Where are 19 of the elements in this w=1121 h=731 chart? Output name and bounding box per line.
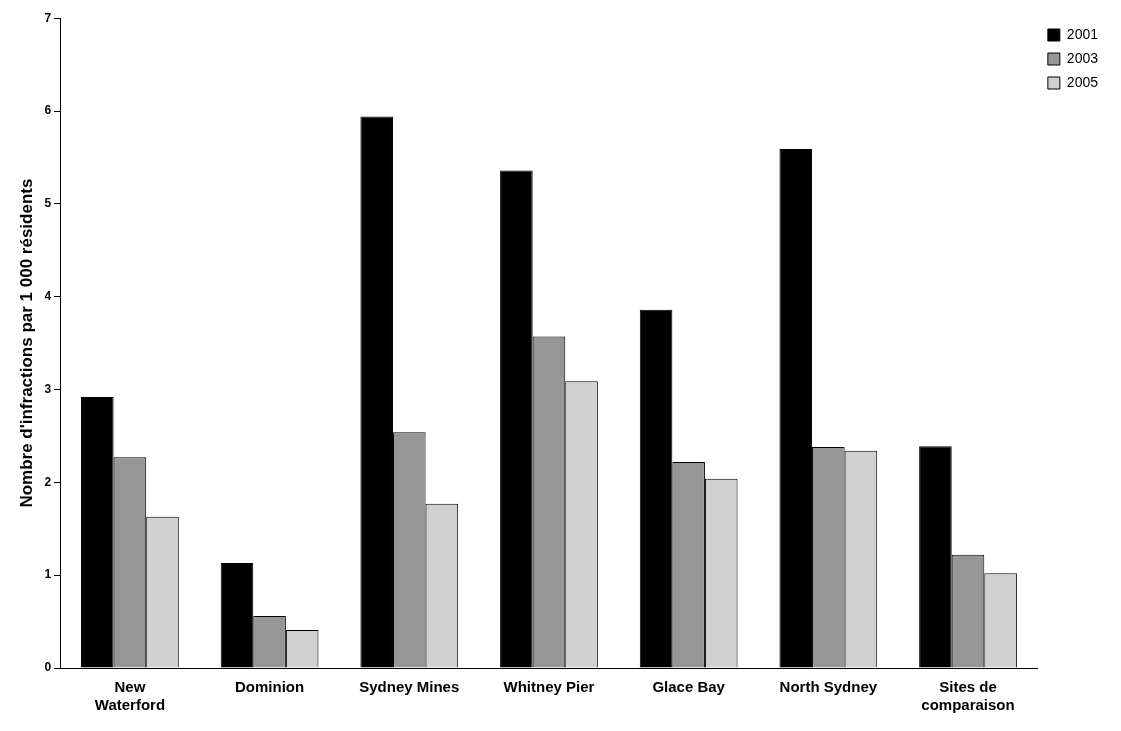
legend-label: 2001	[1066, 25, 1099, 42]
x-tick-label: Dominion	[235, 678, 305, 696]
y-tick-label: 2	[44, 474, 52, 489]
y-tick-label: 3	[44, 381, 52, 396]
y-tick-label: 1	[44, 567, 52, 582]
y-tick-label: 5	[44, 196, 52, 211]
x-tick-label: Sites de comparaison	[921, 678, 1015, 714]
y-tick-label: 0	[44, 660, 52, 675]
y-tick-label: 7	[44, 10, 52, 25]
x-tick-label: Sydney Mines	[359, 678, 460, 696]
y-axis-title: Nombre d'infractions par 1 000 résidents	[16, 178, 36, 508]
x-tick-label: New Waterford	[94, 678, 166, 714]
x-tick-label: North Sydney	[779, 678, 878, 696]
y-tick-label: 4	[44, 289, 52, 303]
y-tick-label: 6	[44, 103, 52, 118]
legend-label: 2005	[1066, 73, 1099, 90]
x-tick-label: Whitney Pier	[503, 678, 595, 696]
legend-label: 2003	[1066, 49, 1099, 66]
x-tick-label: Glace Bay	[652, 678, 726, 696]
